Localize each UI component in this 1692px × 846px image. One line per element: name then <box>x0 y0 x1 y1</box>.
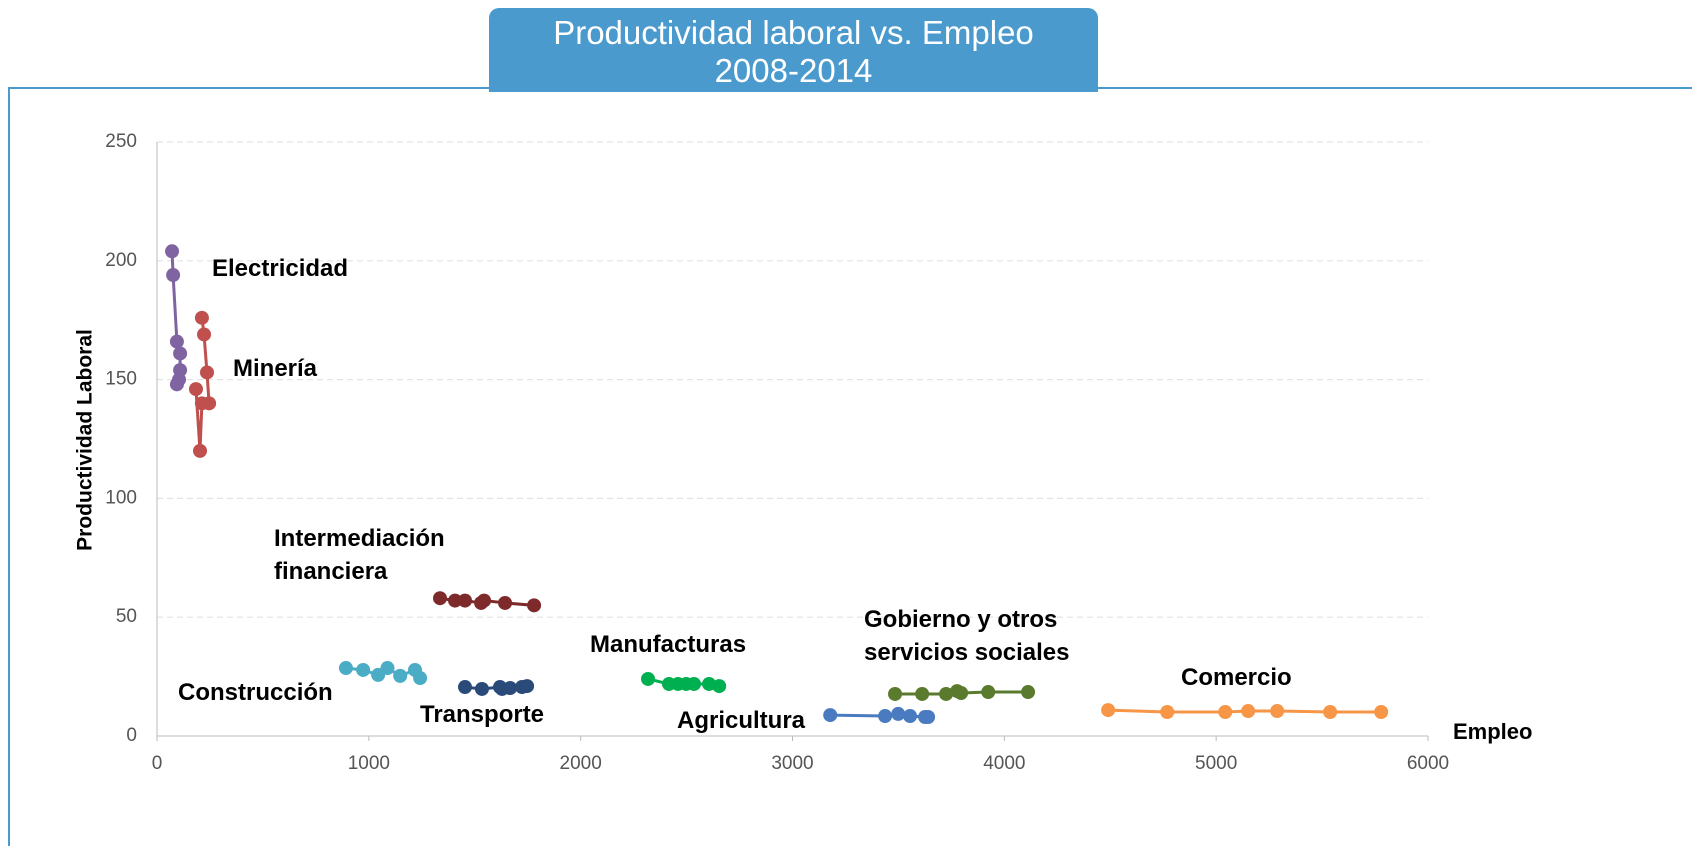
point <box>448 593 463 608</box>
y-tick-label: 250 <box>105 131 137 152</box>
title-box: Productividad laboral vs. Empleo 2008-20… <box>489 8 1098 92</box>
point <box>712 679 727 694</box>
series-label: Electricidad <box>212 255 349 282</box>
x-tick-label: 2000 <box>560 753 602 774</box>
point <box>641 671 656 686</box>
y-tick-label: 50 <box>116 606 137 627</box>
point <box>338 661 353 676</box>
series-label: Minería <box>233 355 318 382</box>
point <box>458 680 473 695</box>
point <box>939 686 954 701</box>
series-label: Transporte <box>420 701 545 728</box>
point <box>498 595 513 610</box>
point <box>393 668 408 683</box>
point <box>165 244 180 259</box>
point <box>823 708 838 723</box>
point <box>188 382 203 397</box>
point <box>433 591 448 606</box>
point <box>1101 703 1116 718</box>
point <box>903 709 918 724</box>
point <box>169 334 184 349</box>
chart-title: Productividad laboral vs. Empleo <box>553 14 1034 51</box>
point <box>891 706 906 721</box>
x-tick-label: 6000 <box>1407 753 1449 774</box>
x-axis-label: Empleo <box>1453 719 1532 744</box>
point <box>878 709 893 724</box>
y-tick-label: 0 <box>126 725 137 746</box>
point <box>458 593 473 608</box>
series-label: Intermediación financiera <box>274 525 445 585</box>
point <box>888 686 903 701</box>
point <box>1021 685 1036 700</box>
series-label: Comercio <box>1181 664 1292 691</box>
point <box>503 681 518 696</box>
x-tick-label: 5000 <box>1195 753 1237 774</box>
point <box>477 593 492 608</box>
point <box>194 310 209 325</box>
series-label: Agricultura <box>677 707 806 734</box>
series-label: Construcción <box>178 679 333 706</box>
point <box>1160 705 1175 720</box>
point <box>686 676 701 691</box>
series-label: Gobierno y otros servicios sociales <box>864 606 1070 666</box>
point <box>527 598 542 613</box>
point <box>413 671 428 686</box>
point <box>1323 705 1338 720</box>
point <box>380 661 395 676</box>
point <box>1218 705 1233 720</box>
point <box>1241 704 1256 719</box>
point <box>356 662 371 677</box>
y-axis-label: Productividad Laboral <box>74 329 97 551</box>
point <box>981 685 996 700</box>
y-tick-label: 100 <box>105 487 137 508</box>
series-label: Manufacturas <box>590 631 747 658</box>
point <box>197 327 212 342</box>
point <box>1374 705 1389 720</box>
y-tick-label: 150 <box>105 369 137 390</box>
point <box>166 268 181 283</box>
x-tick-label: 4000 <box>983 753 1025 774</box>
point <box>1270 704 1285 719</box>
x-tick-label: 0 <box>152 753 163 774</box>
y-tick-label: 200 <box>105 250 137 271</box>
x-tick-label: 1000 <box>348 753 390 774</box>
point <box>520 679 535 694</box>
point <box>193 443 208 458</box>
x-tick-label: 3000 <box>771 753 813 774</box>
point <box>199 365 214 380</box>
point <box>169 377 184 392</box>
point <box>954 685 969 700</box>
chart-subtitle: 2008-2014 <box>714 52 873 89</box>
point <box>921 709 936 724</box>
point <box>474 681 489 696</box>
point <box>194 396 209 411</box>
point <box>915 686 930 701</box>
point <box>173 346 188 361</box>
